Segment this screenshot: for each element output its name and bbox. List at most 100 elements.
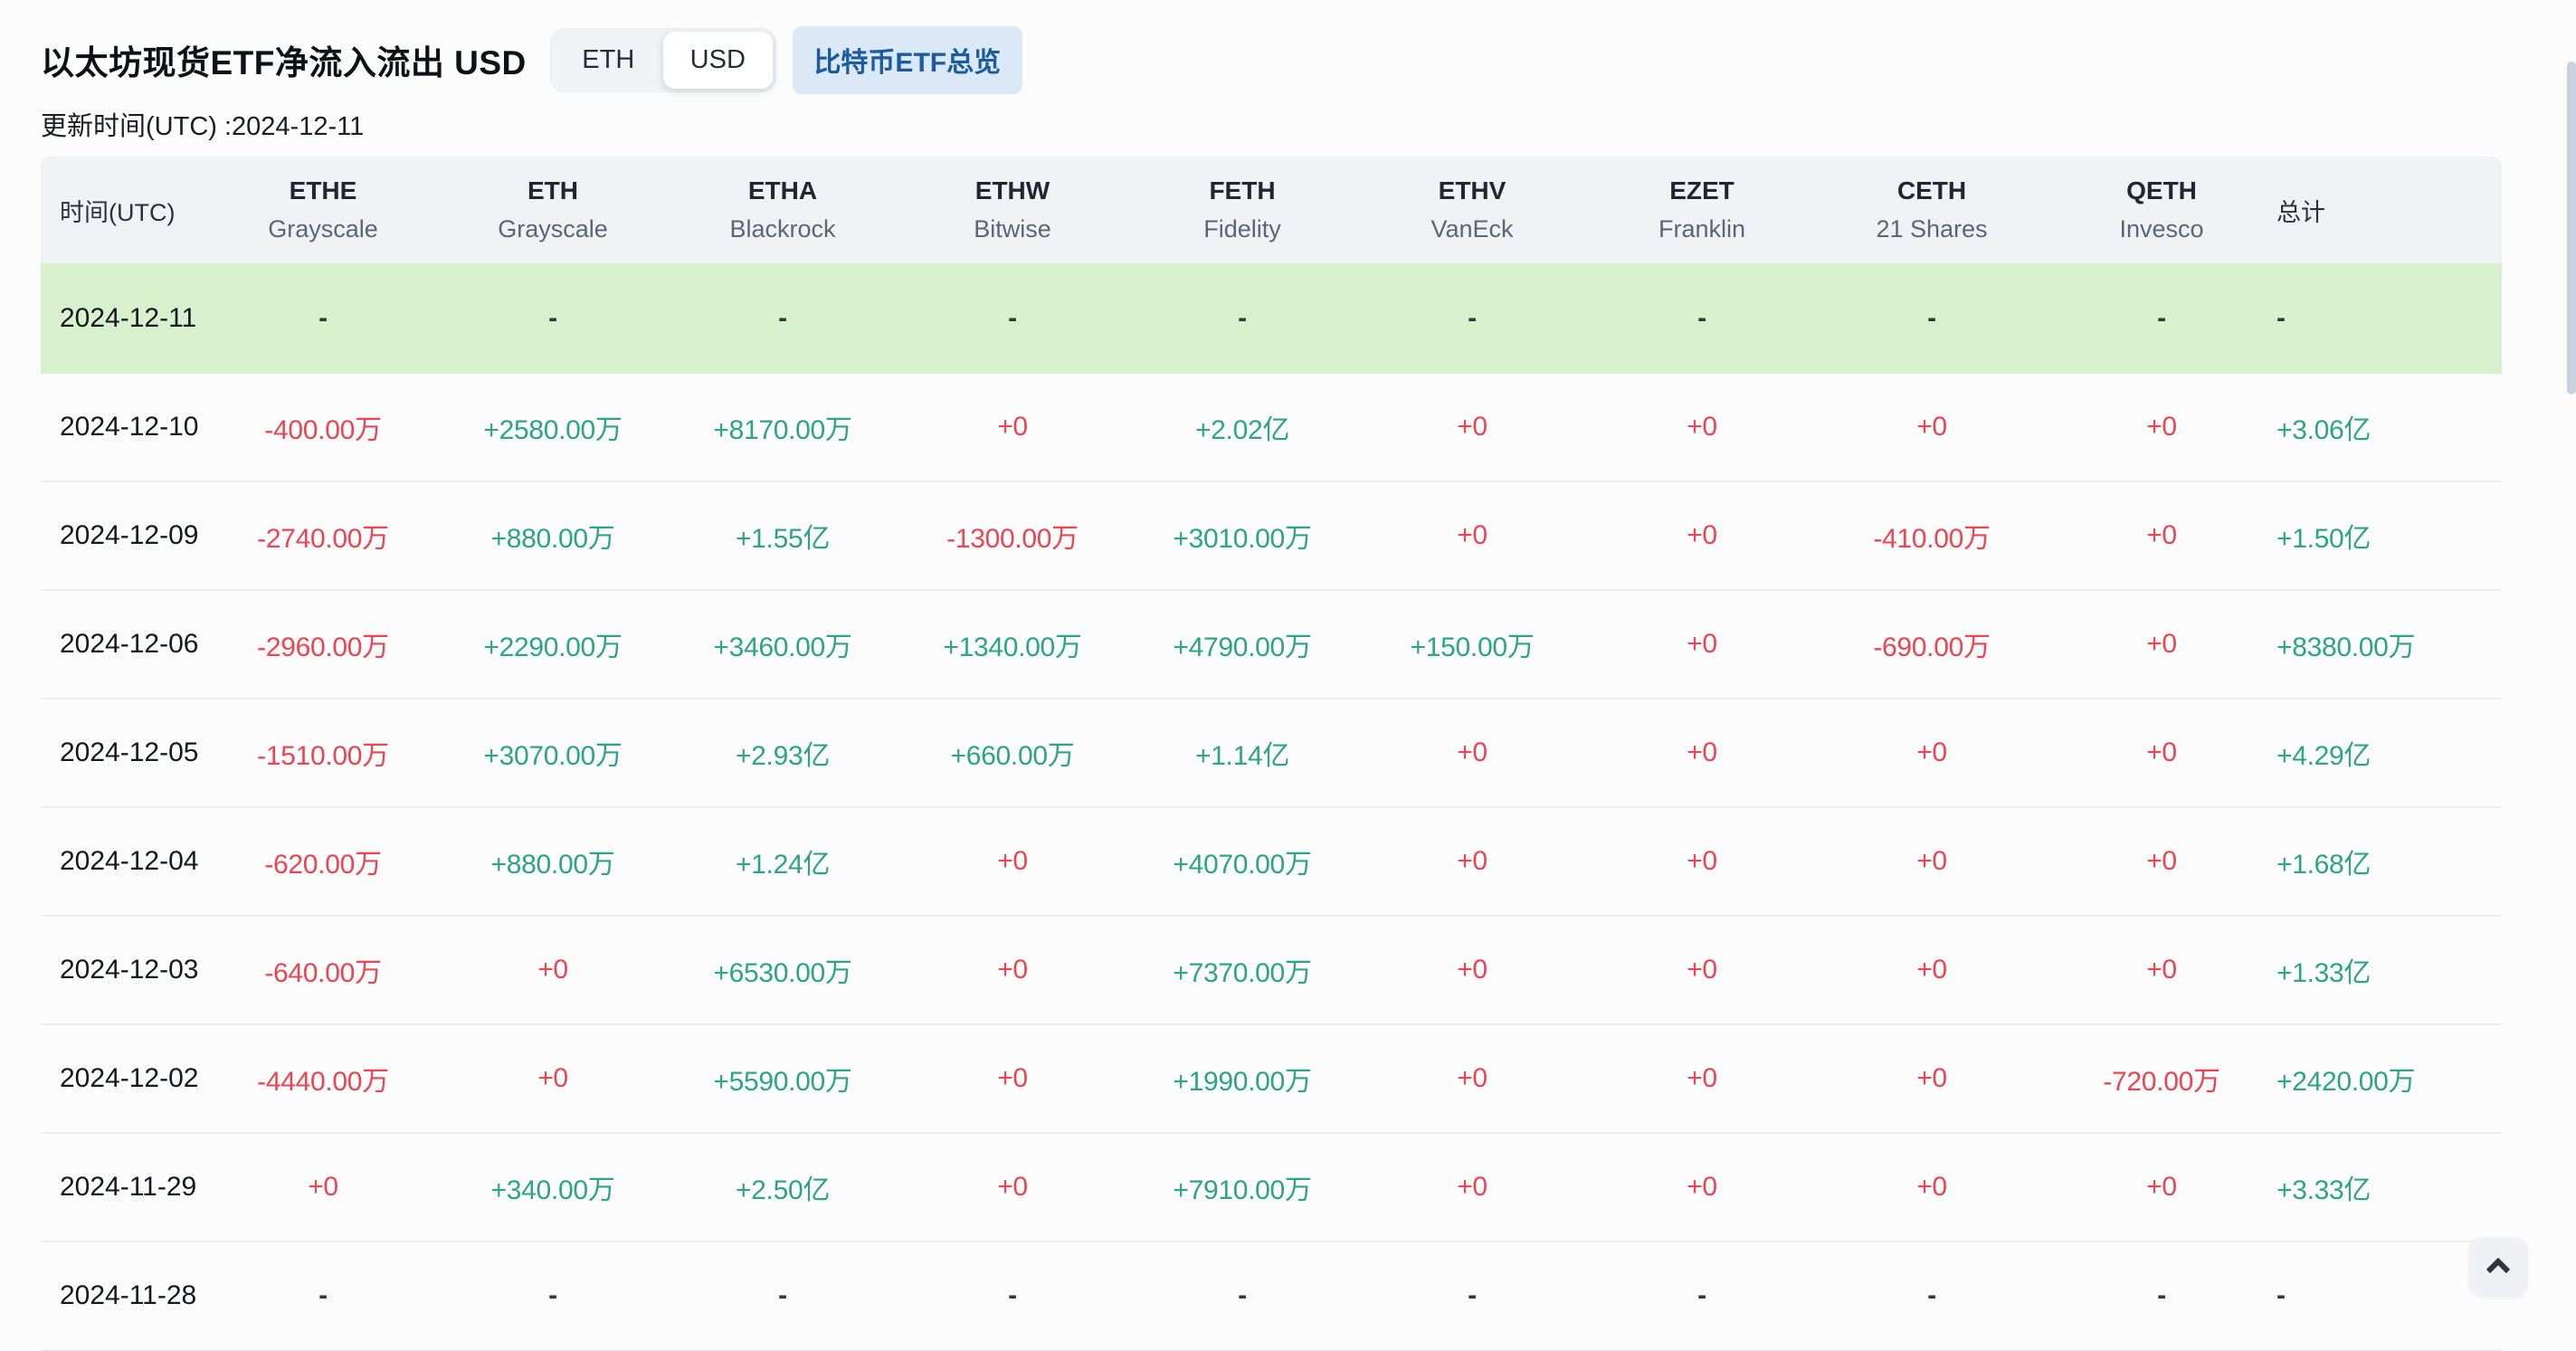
flow-cell: - [1008,303,1017,333]
toggle-option-eth[interactable]: ETH [582,44,635,74]
flow-cell: +0 [1687,1063,1717,1093]
flow-cell: +0 [997,412,1028,442]
flow-cell: +150.00万 [1410,633,1535,662]
flow-cell: +7910.00万 [1173,1175,1312,1205]
date-cell: 2024-12-04 [60,846,199,876]
flow-cell: +8170.00万 [713,415,852,445]
fund-ticker: QETH [2126,176,2197,205]
header-time-label: 时间(UTC) [60,198,176,226]
header-fund-cell: QETH Invesco [2047,176,2277,243]
flow-cell: - [1927,303,1936,333]
table-row: 2024-12-04 -620.00万 +880.00万 +1.24亿 +0 +4070.… [41,808,2502,917]
flow-cell: +0 [1687,412,1717,442]
date-cell: 2024-12-05 [60,737,199,767]
flow-cell: +880.00万 [490,850,615,880]
date-cell: 2024-11-29 [60,1172,197,1202]
header-fund-cell: ETHA Blackrock [668,176,898,243]
flow-cell: +0 [1916,737,1947,767]
table-header-row: 时间(UTC) ETHE Grayscale ETH Grayscale ETHA Blac… [41,157,2502,263]
flow-cell: +0 [1687,955,1717,985]
total-cell: +3.06亿 [2277,415,2372,445]
total-cell: +1.33亿 [2277,958,2372,988]
flow-cell: +0 [1457,1172,1488,1202]
flow-cell: +4790.00万 [1173,633,1312,662]
flow-cell: +0 [1687,737,1717,767]
flow-cell: -4440.00万 [257,1067,389,1097]
flow-cell: -720.00万 [2103,1067,2220,1097]
flow-cell: +0 [1457,520,1488,550]
flow-cell: +6530.00万 [713,958,852,988]
eth-etf-flows-page: 以太坊现货ETF净流入流出 USD ETH USD 比特币ETF总览 更新时间(… [0,24,2576,1351]
flow-cell: - [318,303,328,333]
flow-cell: +2580.00万 [483,415,623,445]
total-cell: - [2277,303,2286,333]
table-row: 2024-12-03 -640.00万 +0 +6530.00万 +0 +7370.00万… [41,917,2502,1025]
flow-cell: +0 [997,955,1028,985]
flow-cell: +0 [997,846,1028,876]
header-fund-cell: ETHW Bitwise [898,176,1127,243]
flow-cell: +1.14亿 [1194,741,1290,771]
fund-issuer: Bitwise [974,215,1051,243]
page-title: 以太坊现货ETF净流入流出 USD [41,44,527,81]
flow-cell: +0 [1916,1063,1947,1093]
table-row: 2024-12-06 -2960.00万 +2290.00万 +3460.00万 +13… [41,591,2502,699]
flow-cell: +1340.00万 [943,633,1082,662]
table-row: 2024-12-05 -1510.00万 +3070.00万 +2.93亿 +660.0… [41,699,2502,808]
date-cell: 2024-12-10 [60,412,199,442]
header-fund-cell: CETH 21 Shares [1817,176,2047,243]
fund-issuer: VanEck [1431,215,1514,243]
total-cell: - [2277,1280,2286,1310]
fund-ticker: FETH [1209,176,1276,205]
fund-issuer: Invesco [2119,215,2204,243]
flow-cell: +3460.00万 [713,633,852,662]
flow-cell: +660.00万 [950,741,1075,771]
flow-cell: +0 [1687,846,1717,876]
etf-flows-table: 时间(UTC) ETHE Grayscale ETH Grayscale ETHA Blac… [41,157,2502,1351]
scroll-to-top-button[interactable] [2469,1238,2527,1296]
vertical-scrollbar-thumb[interactable] [2567,62,2576,395]
flow-cell: +5590.00万 [713,1067,852,1097]
flow-cell: +0 [1457,412,1488,442]
date-cell: 2024-12-09 [60,520,199,550]
total-cell: +8380.00万 [2277,633,2416,662]
toggle-option-usd[interactable]: USD [662,31,773,89]
flow-cell: +7370.00万 [1173,958,1312,988]
fund-ticker: ETHW [974,176,1050,205]
table-row: 2024-12-10 -400.00万 +2580.00万 +8170.00万 +0 +2… [41,374,2502,482]
flow-cell: +0 [537,1063,568,1093]
fund-issuer: Blackrock [729,215,836,243]
total-cell: +1.68亿 [2277,850,2372,880]
header-total-label: 总计 [2277,198,2325,226]
flow-cell: +0 [2146,846,2177,876]
table-body: 2024-12-11 - - - - - - - - - - 2024-12-10 -400.00万 +2… [41,263,2502,1351]
update-time-text: 更新时间(UTC) :2024-12-11 [41,112,365,141]
flow-cell: -1300.00万 [946,524,1079,554]
flow-cell: - [1468,303,1477,333]
fund-issuer: Grayscale [498,215,608,243]
flow-cell: - [548,1280,557,1310]
flow-cell: +340.00万 [490,1175,615,1205]
fund-ticker: ETH [528,176,578,205]
header-fund-cell: FETH Fidelity [1127,176,1357,243]
flow-cell: +2290.00万 [483,633,623,662]
btc-etf-overview-button[interactable]: 比特币ETF总览 [792,25,1022,94]
flow-cell: +2.93亿 [735,741,831,771]
header-fund-cell: EZET Franklin [1587,176,1817,243]
date-cell: 2024-12-06 [60,629,199,659]
flow-cell: - [778,303,787,333]
flow-cell: +0 [2146,1172,2177,1202]
flow-cell: - [1468,1280,1477,1310]
flow-cell: -2740.00万 [257,524,389,554]
flow-cell: -2960.00万 [257,633,389,662]
date-cell: 2024-12-03 [60,955,199,985]
date-cell: 2024-12-11 [60,303,197,333]
flow-cell: -1510.00万 [257,741,389,771]
flow-cell: +0 [1916,846,1947,876]
flow-cell: +0 [2146,737,2177,767]
total-cell: +3.33亿 [2277,1175,2372,1205]
flow-cell: +0 [1687,1172,1717,1202]
flow-cell: +0 [308,1172,338,1202]
flow-cell: +0 [1687,629,1717,659]
chevron-up-icon [2485,1258,2512,1276]
currency-toggle[interactable]: ETH USD [549,27,776,92]
